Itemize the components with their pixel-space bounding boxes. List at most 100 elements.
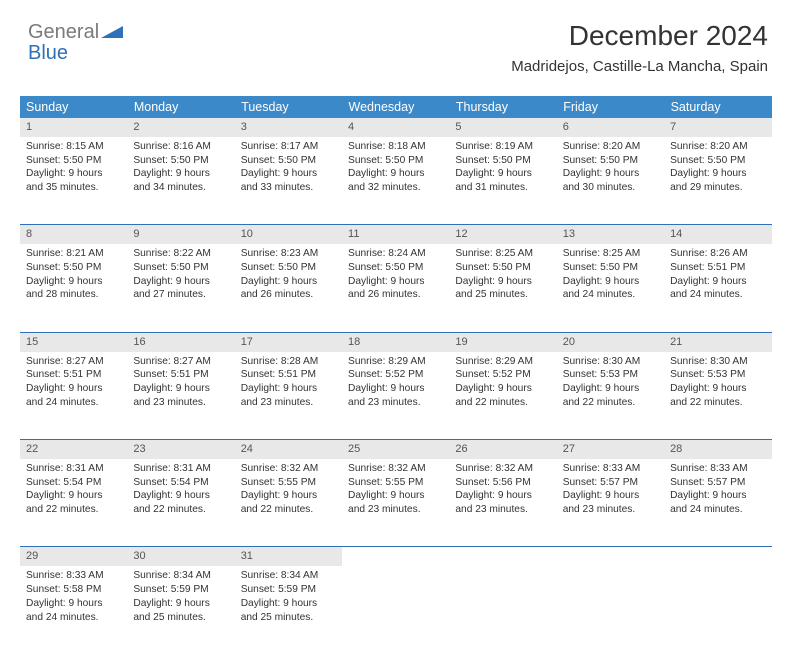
day-number: 13 <box>557 225 664 244</box>
sunset-line: Sunset: 5:50 PM <box>241 261 336 275</box>
daylight-line: Daylight: 9 hours and 24 minutes. <box>670 489 765 517</box>
sunrise-line: Sunrise: 8:22 AM <box>133 247 228 261</box>
daynum-row: 22232425262728 <box>20 440 772 459</box>
sunset-line: Sunset: 5:53 PM <box>563 368 658 382</box>
sunset-line: Sunset: 5:56 PM <box>455 476 550 490</box>
day-number: 17 <box>235 333 342 352</box>
day-cell: Sunrise: 8:33 AMSunset: 5:57 PMDaylight:… <box>664 459 771 547</box>
day-cell: Sunrise: 8:34 AMSunset: 5:59 PMDaylight:… <box>235 566 342 654</box>
sunrise-line: Sunrise: 8:34 AM <box>133 569 228 583</box>
sunrise-line: Sunrise: 8:17 AM <box>241 140 336 154</box>
daylight-line: Daylight: 9 hours and 26 minutes. <box>241 275 336 303</box>
day-number: 27 <box>557 440 664 459</box>
sunrise-line: Sunrise: 8:15 AM <box>26 140 121 154</box>
daylight-line: Daylight: 9 hours and 23 minutes. <box>133 382 228 410</box>
sunset-line: Sunset: 5:50 PM <box>563 261 658 275</box>
day-number: 25 <box>342 440 449 459</box>
header-right: December 2024 Madridejos, Castille-La Ma… <box>511 20 768 75</box>
day-number <box>449 547 556 566</box>
sunset-line: Sunset: 5:50 PM <box>455 154 550 168</box>
day-cell: Sunrise: 8:23 AMSunset: 5:50 PMDaylight:… <box>235 244 342 332</box>
daynum-row: 1234567 <box>20 118 772 137</box>
dayname-fri: Friday <box>557 96 664 118</box>
daylight-line: Daylight: 9 hours and 24 minutes. <box>26 382 121 410</box>
day-cell: Sunrise: 8:32 AMSunset: 5:56 PMDaylight:… <box>449 459 556 547</box>
day-cell: Sunrise: 8:30 AMSunset: 5:53 PMDaylight:… <box>557 352 664 440</box>
daylight-line: Daylight: 9 hours and 22 minutes. <box>133 489 228 517</box>
sunrise-line: Sunrise: 8:26 AM <box>670 247 765 261</box>
sunset-line: Sunset: 5:50 PM <box>133 261 228 275</box>
sunrise-line: Sunrise: 8:23 AM <box>241 247 336 261</box>
sunset-line: Sunset: 5:54 PM <box>133 476 228 490</box>
day-number: 1 <box>20 118 127 137</box>
dayname-tue: Tuesday <box>235 96 342 118</box>
day-number: 4 <box>342 118 449 137</box>
day-number: 10 <box>235 225 342 244</box>
sunrise-line: Sunrise: 8:29 AM <box>455 355 550 369</box>
sunrise-line: Sunrise: 8:27 AM <box>133 355 228 369</box>
dayname-sun: Sunday <box>20 96 127 118</box>
day-cell: Sunrise: 8:31 AMSunset: 5:54 PMDaylight:… <box>20 459 127 547</box>
sunset-line: Sunset: 5:55 PM <box>241 476 336 490</box>
daylight-line: Daylight: 9 hours and 22 minutes. <box>241 489 336 517</box>
day-cell: Sunrise: 8:33 AMSunset: 5:58 PMDaylight:… <box>20 566 127 654</box>
week-row: Sunrise: 8:21 AMSunset: 5:50 PMDaylight:… <box>20 244 772 332</box>
day-number: 29 <box>20 547 127 566</box>
sunset-line: Sunset: 5:57 PM <box>670 476 765 490</box>
daylight-line: Daylight: 9 hours and 30 minutes. <box>563 167 658 195</box>
day-number: 12 <box>449 225 556 244</box>
day-number: 26 <box>449 440 556 459</box>
sunrise-line: Sunrise: 8:32 AM <box>348 462 443 476</box>
day-cell: Sunrise: 8:24 AMSunset: 5:50 PMDaylight:… <box>342 244 449 332</box>
sunrise-line: Sunrise: 8:24 AM <box>348 247 443 261</box>
day-number: 24 <box>235 440 342 459</box>
day-cell: Sunrise: 8:29 AMSunset: 5:52 PMDaylight:… <box>342 352 449 440</box>
day-cell: Sunrise: 8:27 AMSunset: 5:51 PMDaylight:… <box>20 352 127 440</box>
day-cell: Sunrise: 8:25 AMSunset: 5:50 PMDaylight:… <box>449 244 556 332</box>
day-cell: Sunrise: 8:17 AMSunset: 5:50 PMDaylight:… <box>235 137 342 225</box>
sunrise-line: Sunrise: 8:25 AM <box>455 247 550 261</box>
day-cell: Sunrise: 8:20 AMSunset: 5:50 PMDaylight:… <box>557 137 664 225</box>
sunset-line: Sunset: 5:59 PM <box>241 583 336 597</box>
dayname-wed: Wednesday <box>342 96 449 118</box>
day-number: 3 <box>235 118 342 137</box>
day-number <box>557 547 664 566</box>
day-number: 19 <box>449 333 556 352</box>
daylight-line: Daylight: 9 hours and 22 minutes. <box>670 382 765 410</box>
day-number: 5 <box>449 118 556 137</box>
sunset-line: Sunset: 5:51 PM <box>241 368 336 382</box>
sunset-line: Sunset: 5:50 PM <box>455 261 550 275</box>
daylight-line: Daylight: 9 hours and 22 minutes. <box>455 382 550 410</box>
sunrise-line: Sunrise: 8:31 AM <box>133 462 228 476</box>
day-number: 15 <box>20 333 127 352</box>
logo-triangle-icon <box>101 22 123 43</box>
sunrise-line: Sunrise: 8:16 AM <box>133 140 228 154</box>
sunrise-line: Sunrise: 8:21 AM <box>26 247 121 261</box>
sunrise-line: Sunrise: 8:32 AM <box>455 462 550 476</box>
sunset-line: Sunset: 5:52 PM <box>348 368 443 382</box>
day-cell: Sunrise: 8:15 AMSunset: 5:50 PMDaylight:… <box>20 137 127 225</box>
brand-part1: General <box>28 21 99 43</box>
calendar-table: Sunday Monday Tuesday Wednesday Thursday… <box>20 96 772 654</box>
daylight-line: Daylight: 9 hours and 28 minutes. <box>26 275 121 303</box>
week-row: Sunrise: 8:33 AMSunset: 5:58 PMDaylight:… <box>20 566 772 654</box>
day-number: 7 <box>664 118 771 137</box>
daylight-line: Daylight: 9 hours and 33 minutes. <box>241 167 336 195</box>
sunset-line: Sunset: 5:54 PM <box>26 476 121 490</box>
daylight-line: Daylight: 9 hours and 23 minutes. <box>348 382 443 410</box>
day-number: 20 <box>557 333 664 352</box>
day-cell <box>664 566 771 654</box>
sunrise-line: Sunrise: 8:27 AM <box>26 355 121 369</box>
daylight-line: Daylight: 9 hours and 24 minutes. <box>670 275 765 303</box>
sunrise-line: Sunrise: 8:19 AM <box>455 140 550 154</box>
sunrise-line: Sunrise: 8:30 AM <box>670 355 765 369</box>
sunset-line: Sunset: 5:50 PM <box>26 261 121 275</box>
sunset-line: Sunset: 5:55 PM <box>348 476 443 490</box>
day-cell: Sunrise: 8:32 AMSunset: 5:55 PMDaylight:… <box>342 459 449 547</box>
sunrise-line: Sunrise: 8:25 AM <box>563 247 658 261</box>
day-cell <box>342 566 449 654</box>
daylight-line: Daylight: 9 hours and 34 minutes. <box>133 167 228 195</box>
daylight-line: Daylight: 9 hours and 23 minutes. <box>455 489 550 517</box>
sunset-line: Sunset: 5:53 PM <box>670 368 765 382</box>
day-cell: Sunrise: 8:16 AMSunset: 5:50 PMDaylight:… <box>127 137 234 225</box>
